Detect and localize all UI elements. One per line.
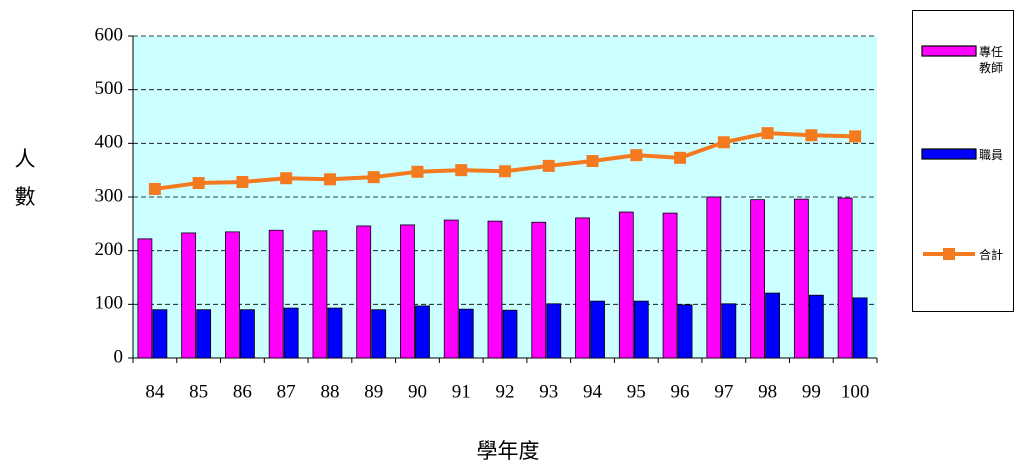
bar — [750, 199, 765, 359]
x-tick-label: 91 — [452, 381, 471, 402]
y-tick-label: 300 — [95, 185, 124, 206]
line-marker — [323, 173, 336, 186]
legend-marker — [943, 248, 955, 260]
bar — [662, 212, 678, 359]
x-tick-label: 96 — [671, 381, 690, 402]
bar — [487, 220, 503, 359]
bar — [240, 309, 255, 359]
x-tick-label: 84 — [145, 381, 165, 402]
y-tick-label: 500 — [95, 78, 124, 99]
x-tick-label: 92 — [496, 381, 515, 402]
x-tick-label: 99 — [802, 381, 821, 402]
legend-swatch — [921, 148, 977, 160]
bar — [181, 232, 197, 359]
x-tick-label: 87 — [277, 381, 296, 402]
x-tick-label: 95 — [627, 381, 646, 402]
bar — [152, 309, 168, 359]
line-marker — [805, 129, 818, 142]
x-tick-label: 85 — [189, 381, 208, 402]
bar — [268, 229, 284, 359]
x-tick-label: 97 — [714, 381, 733, 402]
bar — [225, 231, 240, 359]
legend-swatch-box — [921, 148, 977, 160]
bar — [633, 300, 649, 359]
bar — [546, 303, 562, 359]
x-tick-label: 89 — [364, 381, 383, 402]
y-tick-label: 400 — [95, 132, 124, 153]
line-marker — [630, 149, 643, 162]
x-tick-label: 100 — [841, 381, 870, 402]
y-tick-label: 0 — [114, 346, 124, 367]
x-tick-label: 93 — [539, 381, 558, 402]
legend-item: 專任教師 — [921, 44, 1007, 76]
bar — [765, 292, 780, 359]
line-marker — [192, 177, 205, 190]
bar — [852, 297, 868, 359]
y-tick-label: 100 — [95, 293, 124, 314]
line-marker — [674, 151, 687, 164]
x-axis-label: 學年度 — [477, 439, 540, 463]
y-tick-label: 200 — [95, 239, 124, 260]
legend-swatch — [923, 248, 975, 260]
legend-item: 職員 — [921, 147, 1007, 163]
legend-swatch-box — [921, 45, 977, 57]
bar — [502, 309, 518, 359]
line-marker — [542, 159, 555, 172]
bar — [356, 225, 372, 359]
bar — [618, 211, 634, 359]
legend-label: 合計 — [979, 248, 1004, 262]
bar — [312, 230, 328, 359]
line-marker — [761, 127, 774, 140]
legend-label: 專任教師 — [979, 45, 1004, 75]
line-marker — [849, 130, 862, 143]
bar — [575, 217, 590, 359]
line-marker — [148, 182, 161, 195]
bar — [415, 305, 430, 359]
bar — [808, 294, 824, 359]
x-tick-label: 94 — [583, 381, 603, 402]
bar — [137, 238, 153, 359]
bar — [837, 197, 853, 359]
bar — [531, 221, 547, 359]
bar — [677, 304, 693, 359]
legend-swatch — [921, 45, 977, 57]
x-tick-label: 86 — [233, 381, 252, 402]
y-axis-label: 人數 — [15, 147, 36, 209]
legend-item: 合計 — [921, 247, 1007, 263]
line-marker — [280, 172, 293, 185]
y-tick-label: 600 — [95, 24, 124, 45]
legend: 專任教師 職員 合計 — [912, 10, 1014, 312]
bar — [327, 307, 343, 359]
line-marker — [411, 165, 424, 178]
x-tick-label: 90 — [408, 381, 427, 402]
bar — [590, 300, 605, 359]
line-marker — [717, 136, 730, 149]
line-marker — [455, 164, 468, 177]
legend-label: 職員 — [979, 148, 1004, 162]
line-marker — [586, 155, 599, 168]
line-marker — [367, 171, 380, 184]
bar — [400, 224, 415, 359]
x-tick-label: 98 — [758, 381, 777, 402]
bar — [706, 196, 722, 359]
bar — [443, 219, 459, 359]
line-marker — [236, 175, 249, 188]
bar — [458, 308, 474, 359]
bar — [371, 309, 387, 359]
x-tick-label: 88 — [320, 381, 339, 402]
bar — [283, 307, 299, 359]
bar — [196, 309, 212, 359]
line-marker — [499, 165, 511, 178]
bar — [721, 303, 737, 359]
bar — [793, 198, 809, 359]
